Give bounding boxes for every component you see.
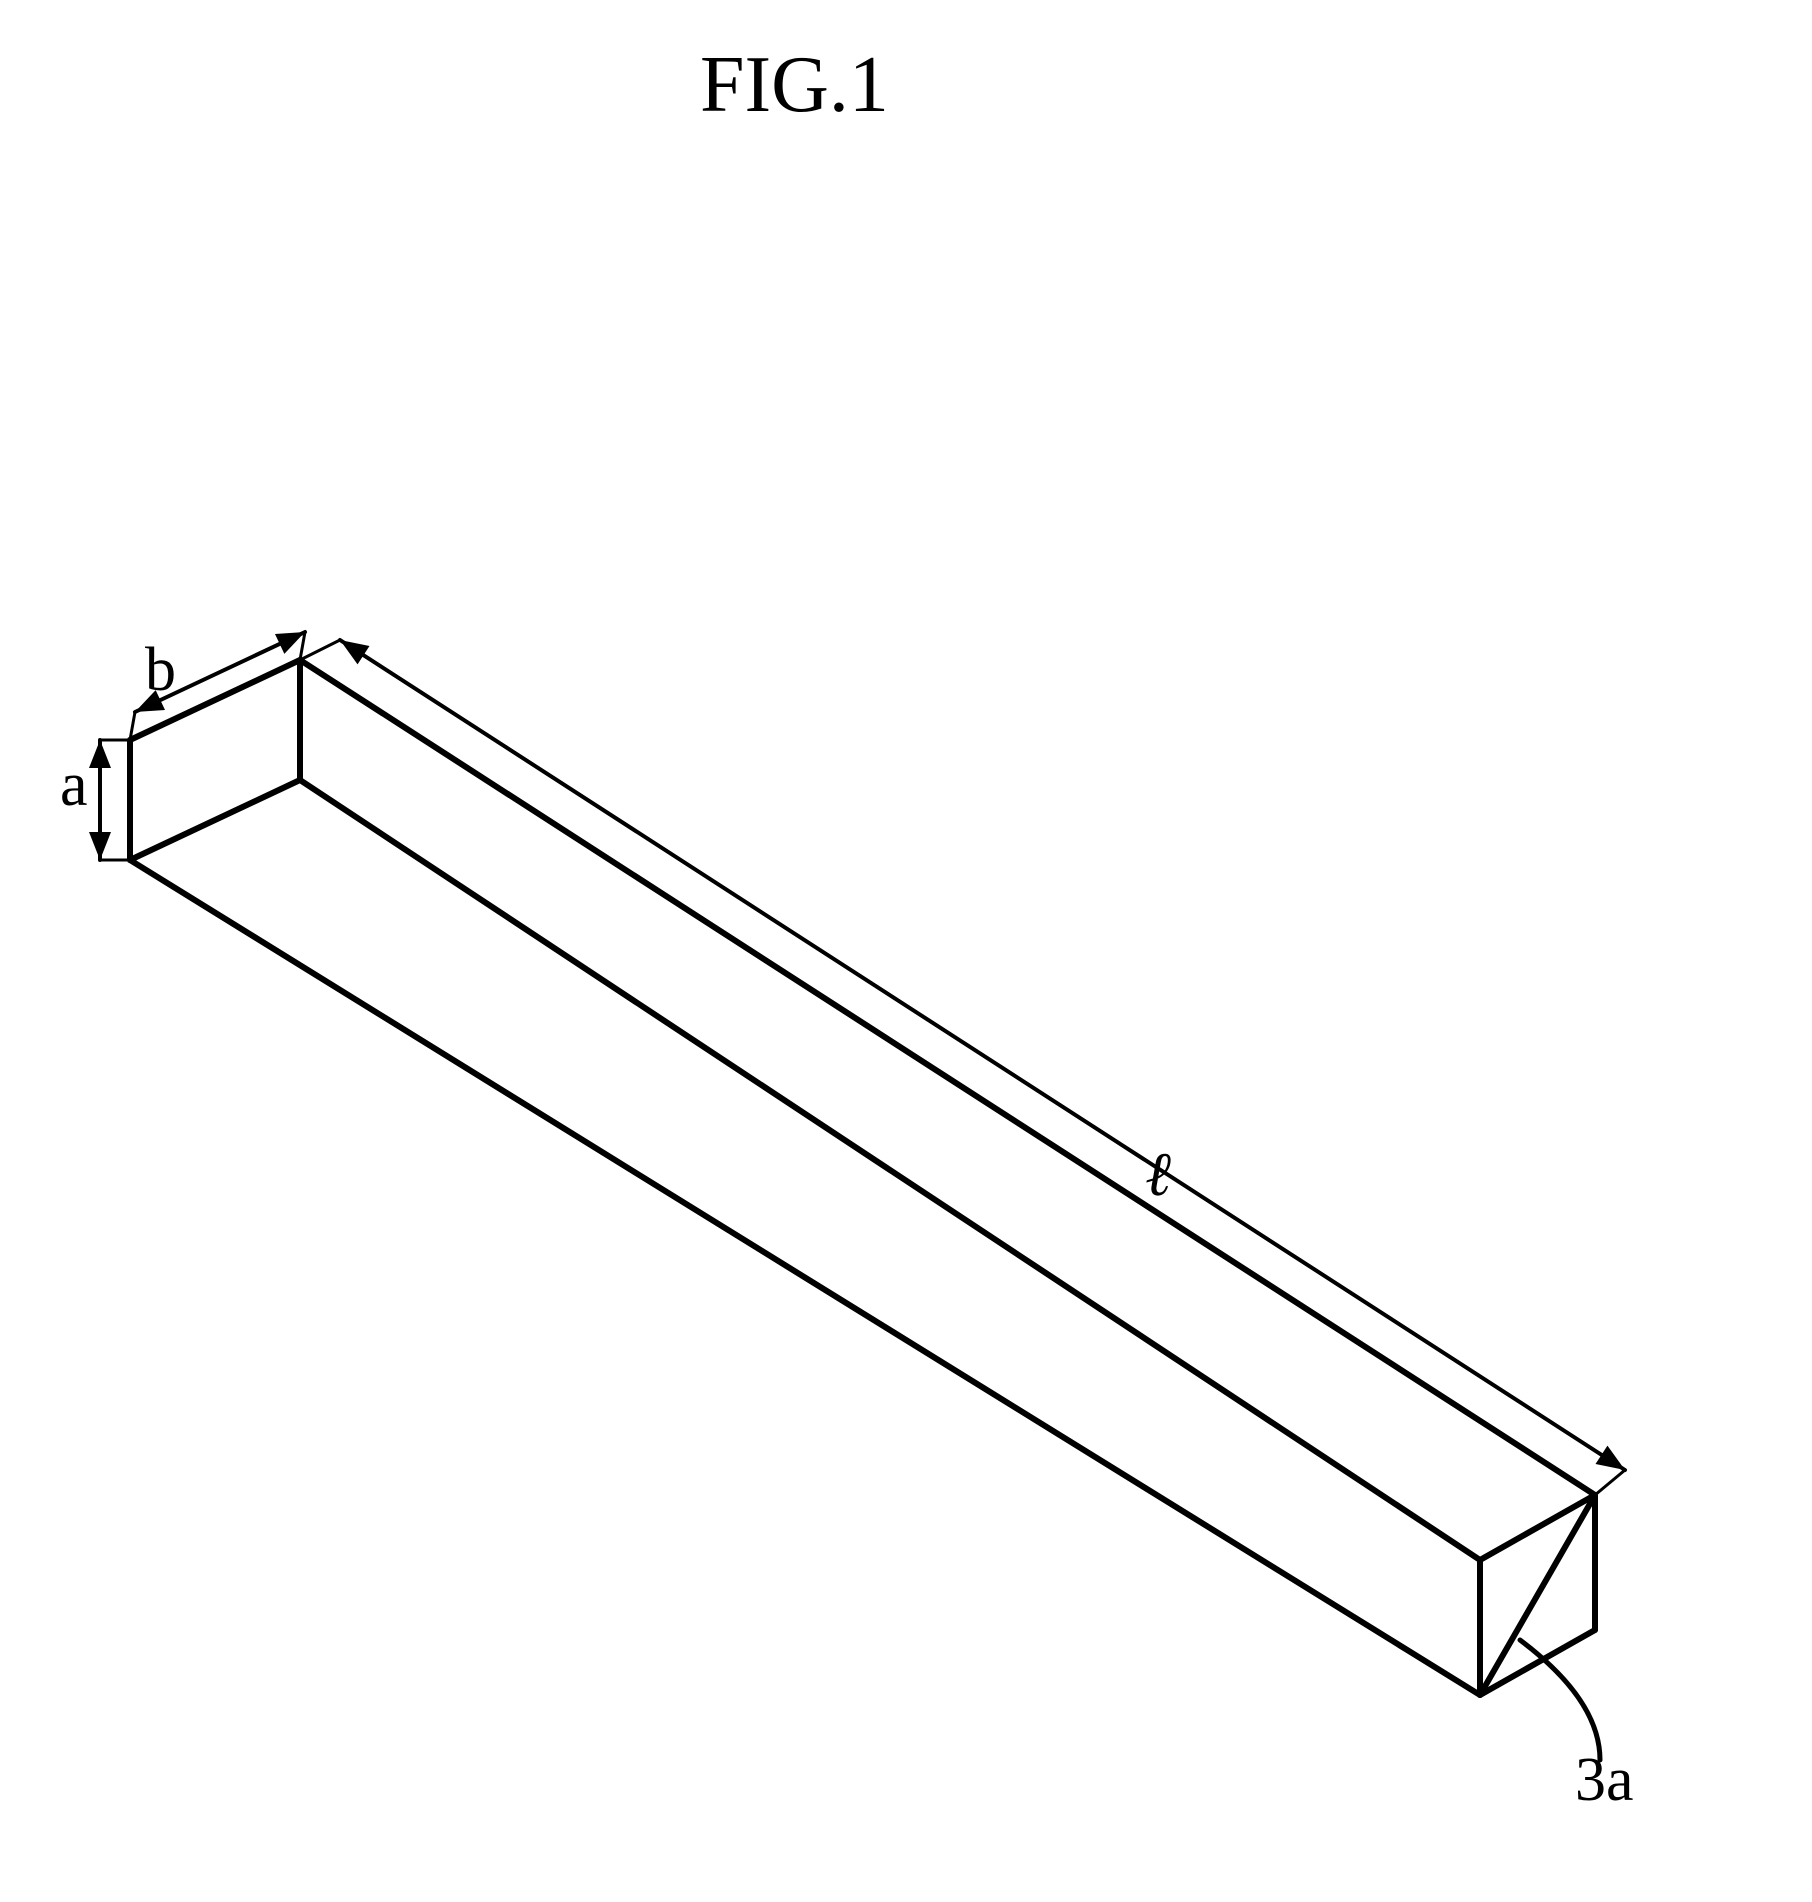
figure-title: FIG.1: [700, 40, 889, 131]
dim-a-label: a: [60, 750, 88, 821]
prism-diagram: [0, 0, 1812, 1902]
ref-3a-label: 3a: [1575, 1745, 1634, 1816]
dim-l-label: ℓ: [1145, 1140, 1171, 1211]
dim-b-label: b: [145, 635, 176, 706]
